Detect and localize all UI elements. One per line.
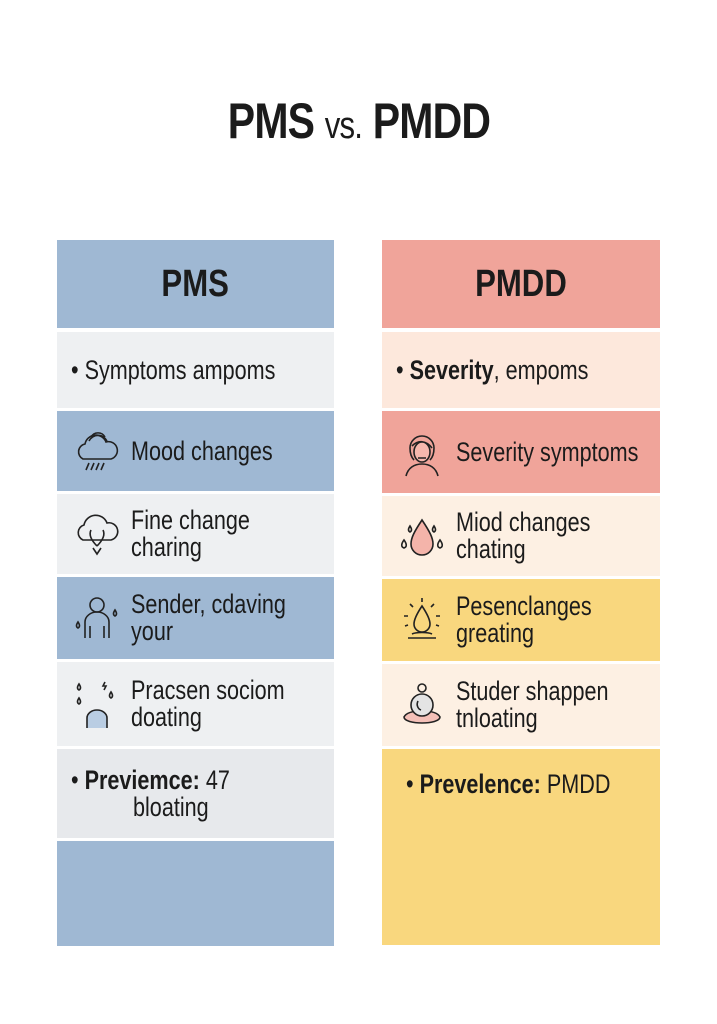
title-pmdd: PMDD (372, 93, 490, 149)
row-text: Severity symptoms (456, 436, 639, 467)
row-text: Pracsen sociom (131, 675, 285, 705)
pms-row-1: • Symptoms ampoms (57, 332, 334, 408)
row-text: Sender, cdaving (131, 589, 286, 619)
row-text: Miod changes (456, 507, 591, 537)
row-text: charing (131, 532, 202, 562)
glowing-drop-icon (396, 594, 448, 646)
drop-icon (396, 510, 448, 562)
pmdd-row-3: Miod changes chating (382, 496, 660, 576)
title-vs: vs. (324, 105, 362, 147)
pmdd-row-1: • Severity, empoms (382, 332, 660, 408)
rain-cloud-icon (71, 425, 123, 477)
row-text: bloating (133, 791, 209, 822)
row-text: Pesenclanges (456, 591, 592, 621)
pms-row-6: • Previemce: 47 bloating (57, 749, 334, 838)
row-text: Fine change (131, 505, 250, 535)
pmdd-row-2: Severity symptoms (382, 411, 660, 493)
pmdd-row-5: Studer shappen tnloating (382, 664, 660, 746)
person-drops-icon (71, 678, 123, 730)
pms-row-3: Fine change charing (57, 494, 334, 574)
person-sweat-icon (71, 592, 123, 644)
page-title: PMS vs. PMDD (0, 92, 717, 150)
row-text: greating (456, 618, 535, 648)
row-text: tnloating (456, 703, 538, 733)
pms-footer (57, 841, 334, 946)
title-pms: PMS (227, 93, 314, 149)
pmdd-header: PMDD (382, 240, 660, 328)
pmdd-row-4: Pesenclanges greating (382, 579, 660, 661)
row-text: your (131, 616, 174, 646)
row-text: Symptoms ampoms (84, 354, 276, 385)
row-text: , empoms (493, 354, 589, 385)
row-label: Previemce: (84, 764, 200, 795)
row-text: 47 (199, 764, 230, 795)
pmdd-row-6: • Prevelence: PMDD (382, 749, 660, 945)
row-text: Studer shappen (456, 676, 609, 706)
row-label: Severity (409, 354, 494, 385)
woman-face-icon (396, 426, 448, 478)
pms-row-5: Pracsen sociom doating (57, 662, 334, 746)
pms-row-4: Sender, cdaving your (57, 577, 334, 659)
row-text: chating (456, 534, 526, 564)
row-text: PMDD (540, 769, 611, 799)
bloated-person-icon (396, 679, 448, 731)
pms-row-2: Mood changes (57, 411, 334, 491)
pms-header: PMS (57, 240, 334, 328)
row-text: Mood changes (131, 435, 273, 466)
cloud-hands-icon (71, 508, 123, 560)
row-text: doating (131, 702, 202, 732)
row-label: Prevelence: (419, 769, 541, 799)
